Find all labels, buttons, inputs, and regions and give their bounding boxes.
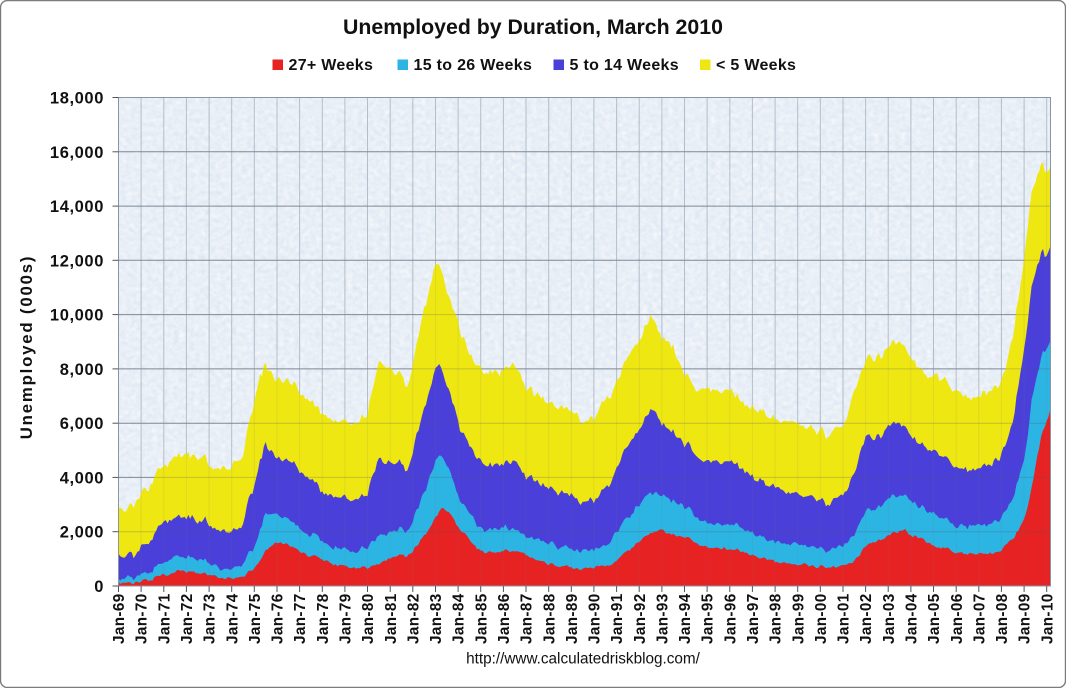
svg-text:8,000: 8,000 <box>60 361 104 379</box>
svg-text:Jan-08: Jan-08 <box>994 593 1011 644</box>
svg-text:Jan-84: Jan-84 <box>451 593 468 644</box>
svg-text:Jan-83: Jan-83 <box>428 593 445 644</box>
svg-text:6,000: 6,000 <box>60 415 104 433</box>
svg-text:Jan-87: Jan-87 <box>519 593 536 644</box>
svg-text:0: 0 <box>94 578 104 596</box>
svg-text:Jan-82: Jan-82 <box>405 593 422 644</box>
svg-text:Jan-78: Jan-78 <box>315 593 332 644</box>
svg-text:Jan-74: Jan-74 <box>224 593 241 644</box>
svg-text:Unemployed by Duration, March: Unemployed by Duration, March 2010 <box>343 15 723 39</box>
svg-text:Jan-85: Jan-85 <box>473 593 490 644</box>
svg-text:Jan-06: Jan-06 <box>949 593 966 644</box>
svg-text:Jan-97: Jan-97 <box>745 593 762 644</box>
svg-text:Jan-73: Jan-73 <box>202 593 219 644</box>
svg-text:Jan-81: Jan-81 <box>383 593 400 644</box>
svg-text:Jan-76: Jan-76 <box>270 593 287 644</box>
svg-text:Jan-07: Jan-07 <box>971 593 988 644</box>
svg-text:Jan-93: Jan-93 <box>655 593 672 644</box>
svg-text:Jan-79: Jan-79 <box>338 593 355 644</box>
svg-text:10,000: 10,000 <box>50 307 104 325</box>
svg-text:Jan-10: Jan-10 <box>1039 593 1056 644</box>
svg-text:14,000: 14,000 <box>50 198 104 216</box>
svg-text:Jan-05: Jan-05 <box>926 593 943 644</box>
svg-text:Jan-88: Jan-88 <box>541 593 558 644</box>
svg-text:Jan-01: Jan-01 <box>836 593 853 644</box>
svg-text:18,000: 18,000 <box>50 90 104 108</box>
svg-text:5 to 14 Weeks: 5 to 14 Weeks <box>570 57 679 74</box>
svg-text:Jan-75: Jan-75 <box>247 593 264 644</box>
svg-text:Unemployed (000s): Unemployed (000s) <box>17 255 36 439</box>
svg-text:Jan-94: Jan-94 <box>677 593 694 644</box>
svg-text:Jan-89: Jan-89 <box>564 593 581 644</box>
svg-text:Jan-02: Jan-02 <box>858 593 875 644</box>
svg-text:http://www.calculatedriskblog.: http://www.calculatedriskblog.com/ <box>466 651 701 668</box>
svg-text:Jan-77: Jan-77 <box>292 593 309 644</box>
svg-text:4,000: 4,000 <box>60 469 104 487</box>
svg-text:Jan-69: Jan-69 <box>111 593 128 644</box>
svg-text:2,000: 2,000 <box>60 524 104 542</box>
svg-text:Jan-71: Jan-71 <box>156 593 173 644</box>
svg-text:16,000: 16,000 <box>50 144 104 162</box>
svg-text:Jan-09: Jan-09 <box>1017 593 1034 644</box>
svg-text:Jan-99: Jan-99 <box>790 593 807 644</box>
svg-text:Jan-70: Jan-70 <box>134 593 151 644</box>
svg-text:< 5 Weeks: < 5 Weeks <box>716 57 796 74</box>
svg-text:Jan-98: Jan-98 <box>768 593 785 644</box>
svg-text:Jan-96: Jan-96 <box>722 593 739 644</box>
svg-text:27+ Weeks: 27+ Weeks <box>289 57 374 74</box>
svg-text:Jan-90: Jan-90 <box>587 593 604 644</box>
svg-text:Jan-72: Jan-72 <box>179 593 196 644</box>
svg-text:Jan-00: Jan-00 <box>813 593 830 644</box>
svg-text:Jan-95: Jan-95 <box>700 593 717 644</box>
svg-text:Jan-04: Jan-04 <box>904 593 921 644</box>
svg-text:12,000: 12,000 <box>50 252 104 270</box>
svg-text:Jan-03: Jan-03 <box>881 593 898 644</box>
svg-text:Jan-80: Jan-80 <box>360 593 377 644</box>
svg-text:15 to 26 Weeks: 15 to 26 Weeks <box>414 57 533 74</box>
svg-text:Jan-91: Jan-91 <box>609 593 626 644</box>
svg-text:Jan-86: Jan-86 <box>496 593 513 644</box>
svg-text:Jan-92: Jan-92 <box>632 593 649 644</box>
